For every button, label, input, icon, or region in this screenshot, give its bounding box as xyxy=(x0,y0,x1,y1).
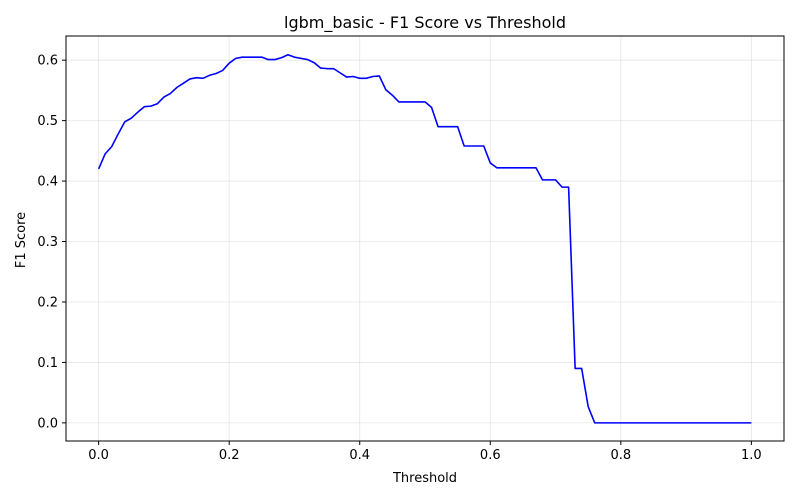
series-layer xyxy=(97,53,752,424)
y-tick-label: 0.6 xyxy=(37,54,58,69)
x-axis-title: Threshold xyxy=(392,471,457,486)
y-tick-label: 0.1 xyxy=(37,356,58,371)
plot-area-frame xyxy=(65,35,785,442)
y-tick-label: 0.2 xyxy=(37,295,58,310)
y-axis-title: F1 Score xyxy=(14,212,29,268)
chart-title: lgbm_basic - F1 Score vs Threshold xyxy=(284,13,566,33)
grid-lines xyxy=(66,36,784,441)
y-tick-label: 0.5 xyxy=(37,114,58,129)
x-tick-label: 0.2 xyxy=(219,448,240,463)
x-tick-label: 0.4 xyxy=(349,448,370,463)
x-tick-label: 0.0 xyxy=(88,448,109,463)
axis-ticks: 0.0 0.2 0.4 0.6 0.8 1.0 0.0 0.1 0.2 0.3 0.4 0.5 0.6 xyxy=(37,54,761,463)
y-tick-label: 0.0 xyxy=(37,416,58,431)
x-tick-label: 0.8 xyxy=(610,448,631,463)
x-tick-label: 1.0 xyxy=(741,448,762,463)
x-tick-label: 0.6 xyxy=(480,448,501,463)
y-tick-label: 0.3 xyxy=(37,235,58,250)
series-line xyxy=(97,53,752,424)
y-tick-label: 0.4 xyxy=(37,175,58,190)
